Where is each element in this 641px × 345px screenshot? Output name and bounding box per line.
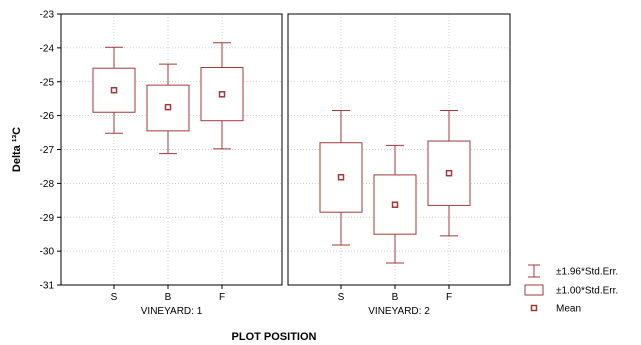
legend-mean-symbol bbox=[530, 304, 538, 312]
box-b-vineyard-2 bbox=[373, 144, 417, 264]
legend-label: ±1.00*Std.Err. bbox=[556, 286, 618, 297]
y-tick-label: -28 bbox=[40, 179, 55, 190]
panel-label: VINEYARD: 1 bbox=[141, 306, 203, 317]
y-tick-label: -30 bbox=[40, 247, 55, 258]
mean-marker bbox=[218, 91, 226, 98]
panels-layer: S B F VINEYARD: 1 S B F VINEYARD: 2 bbox=[60, 13, 511, 317]
panel-vineyard-2: S B F VINEYARD: 2 bbox=[287, 13, 511, 317]
y-tick-label: -31 bbox=[40, 281, 55, 292]
legend-box-symbol bbox=[524, 284, 544, 296]
y-tick-label: -26 bbox=[40, 111, 55, 122]
x-tick-label: F bbox=[446, 292, 452, 303]
y-tick-label: -27 bbox=[40, 145, 55, 156]
legend-item-whisker: ±1.96*Std.Err. bbox=[528, 264, 618, 278]
legend-item-box: ±1.00*Std.Err. bbox=[524, 284, 618, 297]
x-tick-label: F bbox=[219, 292, 225, 303]
y-tick-label: -24 bbox=[40, 43, 55, 54]
x-tick-label: S bbox=[338, 292, 345, 303]
y-tick-label: -25 bbox=[40, 77, 55, 88]
y-tick-label: -29 bbox=[40, 213, 55, 224]
x-tick-label: B bbox=[165, 292, 172, 303]
x-tick-label: S bbox=[111, 292, 118, 303]
mean-marker bbox=[110, 86, 118, 94]
panel-vineyard-1: S B F VINEYARD: 1 bbox=[60, 13, 283, 317]
y-tick-label: -23 bbox=[40, 10, 55, 21]
x-tick-label: B bbox=[392, 292, 399, 303]
box-s-vineyard-2 bbox=[319, 110, 363, 246]
mean-marker bbox=[164, 103, 172, 111]
legend-item-mean: Mean bbox=[530, 304, 581, 315]
mean-marker bbox=[337, 174, 345, 181]
y-axis-label: Delta ¹³C bbox=[11, 127, 23, 172]
legend-label: Mean bbox=[556, 304, 581, 315]
box-f-vineyard-1 bbox=[200, 42, 244, 150]
y-axis: -23 -24 -25 -26 -27 -28 -29 -30 -31 bbox=[40, 10, 61, 292]
box-s-vineyard-1 bbox=[92, 46, 136, 134]
mean-marker bbox=[445, 169, 453, 177]
x-axis-label: PLOT POSITION bbox=[232, 331, 317, 343]
box-f-vineyard-2 bbox=[427, 110, 471, 237]
panel-label: VINEYARD: 2 bbox=[368, 306, 430, 317]
panel-frame bbox=[287, 13, 511, 286]
box-b-vineyard-1 bbox=[146, 63, 190, 155]
legend: ±1.96*Std.Err. ±1.00*Std.Err. Mean bbox=[524, 264, 618, 315]
mean-marker bbox=[391, 201, 399, 208]
legend-label: ±1.96*Std.Err. bbox=[556, 267, 618, 278]
